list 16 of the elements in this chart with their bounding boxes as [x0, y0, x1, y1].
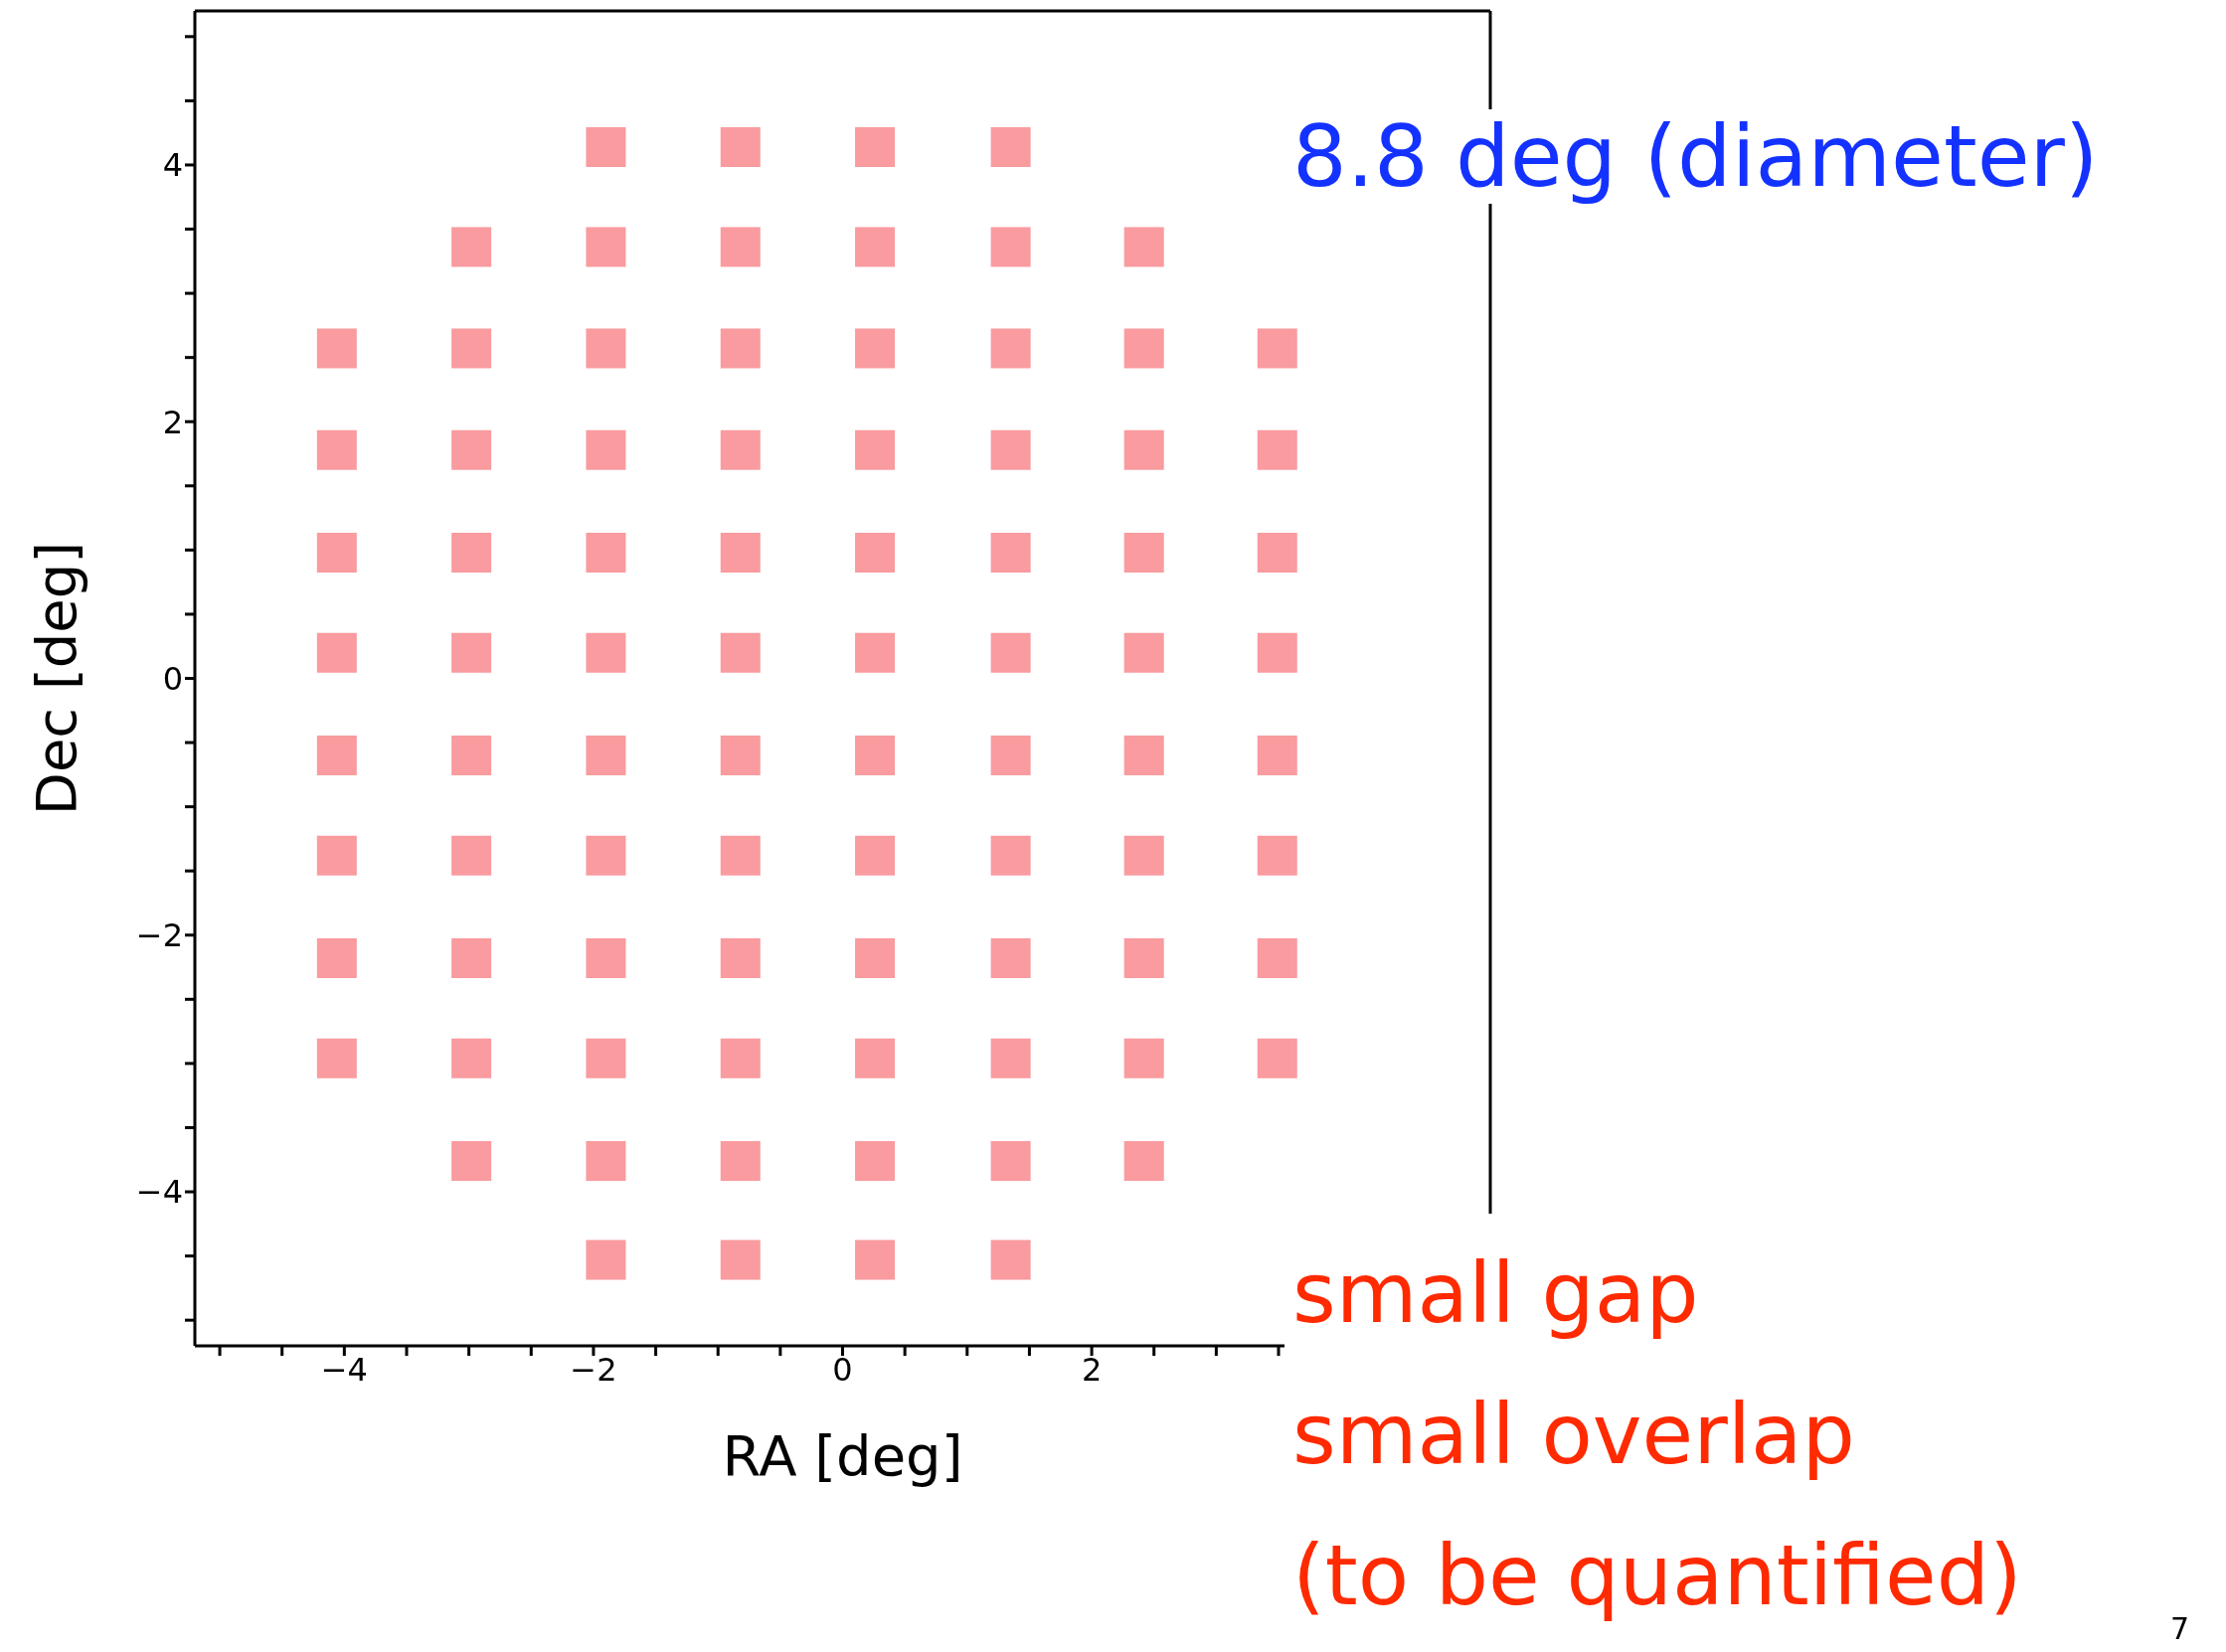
- x-axis-title: RA [deg]: [722, 1423, 963, 1488]
- text: (to be quantified): [1292, 1527, 2022, 1624]
- x-tick-label: 2: [1081, 1350, 1103, 1389]
- annotation: small gap: [1292, 1244, 1699, 1342]
- y-tick-label: −4: [135, 1173, 183, 1212]
- y-axis-title: Dec [deg]: [23, 541, 88, 816]
- y-tick-label: 0: [162, 659, 183, 698]
- text: small overlap: [1292, 1386, 1855, 1483]
- x-tick-label: −4: [320, 1350, 368, 1389]
- x-tick-label: 0: [832, 1350, 853, 1389]
- annotation: 8.8 deg (diameter): [1292, 106, 2099, 206]
- y-tick-label: 4: [162, 146, 183, 185]
- y-tick-label: 2: [162, 403, 183, 441]
- text: 7: [2170, 1611, 2190, 1646]
- y-tick-label: −2: [135, 916, 183, 955]
- x-tick-label: −2: [570, 1350, 617, 1389]
